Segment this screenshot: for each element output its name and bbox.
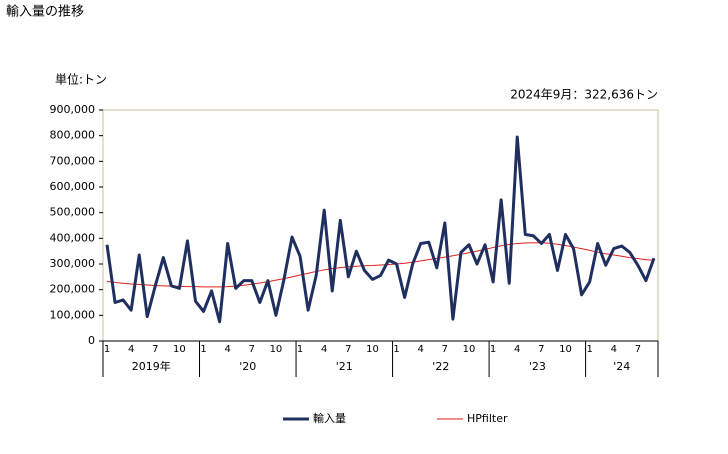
x-tick-label: 7 [345, 344, 351, 355]
x-tick-label: 7 [152, 344, 158, 355]
y-tick-label: 100,000 [50, 308, 96, 321]
x-tick-label: 1 [586, 344, 592, 355]
year-label: '20 [239, 360, 256, 373]
y-tick-label: 500,000 [50, 206, 96, 219]
y-tick-label: 800,000 [50, 129, 96, 142]
year-label: '23 [529, 360, 546, 373]
x-tick-label: 10 [559, 344, 572, 355]
x-tick-label: 4 [611, 344, 617, 355]
unit-label: 単位:トン [55, 72, 107, 87]
year-label: '22 [432, 360, 449, 373]
year-label: '21 [336, 360, 353, 373]
year-label: 2019年 [132, 359, 171, 373]
y-tick-label: 700,000 [50, 154, 96, 167]
x-tick-label: 10 [270, 344, 283, 355]
x-tick-label: 1 [297, 344, 303, 355]
x-tick-label: 1 [393, 344, 399, 355]
x-tick-label: 7 [635, 344, 641, 355]
series-line [105, 135, 656, 324]
x-tick-label: 4 [128, 344, 134, 355]
y-tick-label: 400,000 [50, 231, 96, 244]
y-tick-label: 300,000 [50, 257, 96, 270]
year-label: '24 [613, 360, 630, 373]
legend-label: HPfilter [467, 412, 508, 425]
x-tick-label: 10 [366, 344, 379, 355]
annotation: 2024年9月：322,636トン [510, 88, 658, 102]
y-tick-label: 0 [88, 334, 95, 347]
x-tick-label: 4 [418, 344, 424, 355]
x-tick-label: 1 [104, 344, 110, 355]
legend-label: 輸入量 [313, 411, 346, 425]
x-tick-label: 4 [224, 344, 230, 355]
y-tick-label: 600,000 [50, 180, 96, 193]
x-tick-label: 1 [490, 344, 496, 355]
x-tick-label: 7 [442, 344, 448, 355]
x-tick-label: 7 [538, 344, 544, 355]
x-tick-label: 10 [173, 344, 186, 355]
x-tick-label: 1 [200, 344, 206, 355]
x-tick-label: 10 [463, 344, 476, 355]
chart-title: 輸入量の推移 [6, 5, 84, 20]
plot-area [102, 109, 659, 342]
x-tick-label: 4 [321, 344, 327, 355]
y-tick-label: 900,000 [50, 103, 96, 116]
y-tick-label: 200,000 [50, 283, 96, 296]
x-tick-label: 7 [249, 344, 255, 355]
x-tick-label: 4 [514, 344, 520, 355]
